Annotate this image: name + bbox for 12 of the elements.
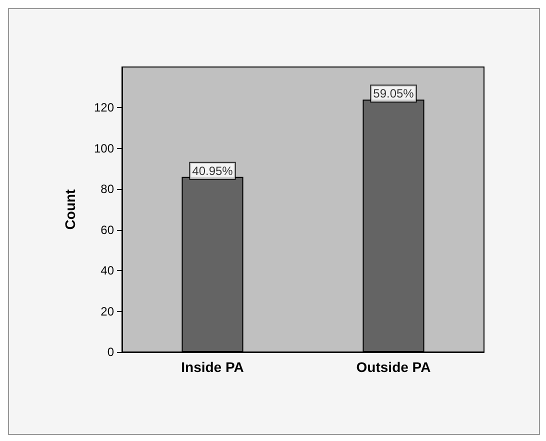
y-tick-label: 20	[100, 304, 114, 318]
y-tick-label: 60	[100, 222, 114, 237]
y-tick-label: 0	[107, 345, 114, 359]
annotation: 40.95%	[192, 164, 234, 178]
y-tick-label: 40	[100, 264, 114, 278]
annotation: 59.05%	[373, 86, 414, 101]
x-tick-label: Inside PA	[181, 359, 244, 375]
y-axis-title: Count	[62, 188, 78, 230]
x-tick-label: Outside PA	[356, 359, 431, 375]
y-tick-label: 120	[94, 100, 114, 115]
y-tick-label: 80	[100, 182, 114, 196]
y-tick-label: 100	[94, 141, 114, 156]
